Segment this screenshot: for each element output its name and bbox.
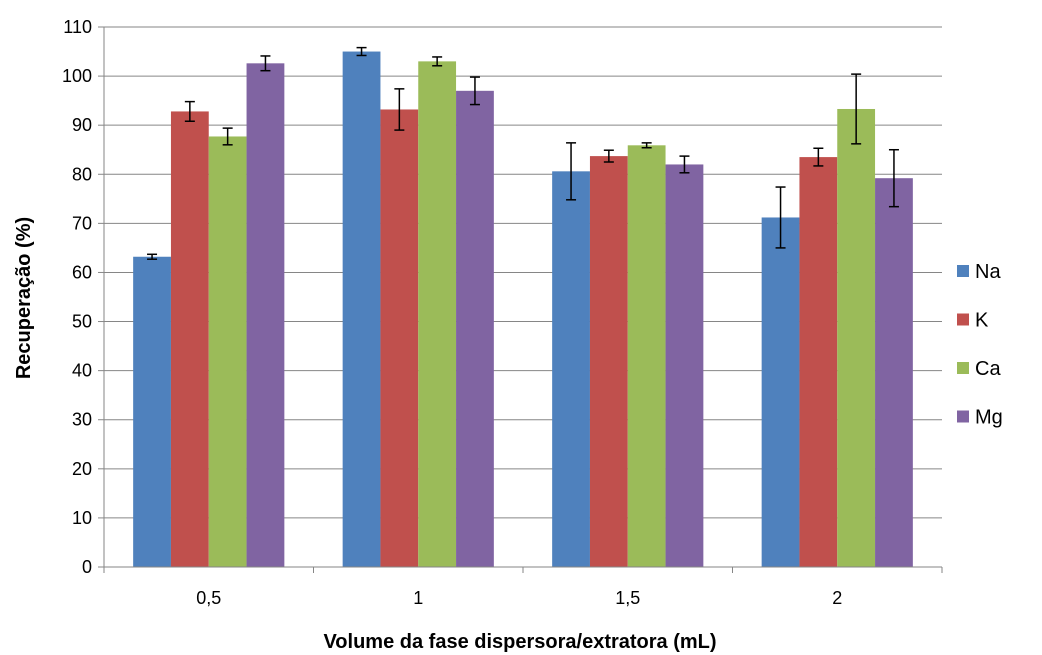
legend-item-ca: Ca [957,358,1001,380]
legend-swatch [957,265,969,277]
y-axis-title: Recuperação (%) [13,217,35,379]
error-bar [222,127,233,146]
y-tick-label: 0 [82,557,92,577]
x-tick-label: 0,5 [196,588,221,608]
y-tick-label: 40 [72,361,92,381]
legend-item-mg: Mg [957,407,1003,429]
y-tick-label: 90 [72,115,92,135]
legend-item-na: Na [957,261,1001,283]
y-tick-label: 100 [62,66,92,86]
legend: Na K Ca Mg [957,261,1003,429]
legend-swatch [957,313,969,326]
legend-label: K [975,310,989,332]
bar-ca-1 [418,61,457,567]
legend-item-k: K [957,310,989,332]
error-bar [356,46,367,57]
bar-na-3 [761,217,800,568]
legend-swatch [957,362,969,374]
error-bar [851,73,862,145]
bar-na-2 [552,171,590,567]
error-bar [260,55,271,72]
legend-label: Na [975,261,1001,283]
bars [133,51,913,568]
error-bar [147,253,158,260]
y-axis-ticks: 0 10 20 30 40 50 60 70 80 90 100 110 [62,17,104,577]
error-bar [888,148,899,208]
x-tick-label: 1 [413,588,423,608]
error-bar [184,100,195,123]
bar-k-2 [589,156,628,568]
legend-label: Ca [975,358,1001,380]
legend-swatch [957,410,969,423]
bar-k-0 [170,111,209,567]
error-bar [432,56,443,67]
x-tick-label: 1,5 [615,588,640,608]
error-bar [469,76,480,106]
error-bars [147,46,899,260]
y-tick-label: 20 [72,459,92,479]
bar-mg-2 [665,164,704,568]
x-tick-label: 2 [832,588,842,608]
y-tick-label: 10 [72,508,92,528]
legend-label: Mg [975,407,1003,429]
bar-ca-0 [208,136,247,568]
bar-mg-1 [456,90,494,568]
bar-ca-3 [837,108,876,568]
error-bar [394,88,405,131]
bar-ca-2 [627,145,666,568]
x-axis-ticks: 0,5 1 1,5 2 [103,567,943,608]
y-tick-label: 110 [63,17,92,37]
bar-na-0 [133,256,171,567]
bar-k-1 [380,109,419,568]
bar-na-1 [342,51,381,567]
error-bar [566,142,577,201]
y-tick-label: 50 [72,312,92,332]
y-tick-label: 60 [72,262,92,282]
y-tick-label: 80 [72,164,92,184]
bar-k-3 [799,157,838,567]
error-bar [641,142,652,149]
y-tick-label: 70 [72,213,92,233]
error-bar [679,155,690,174]
error-bar [603,149,614,163]
x-axis-title: Volume da fase dispersora/extratora (mL) [323,631,716,653]
bar-mg-3 [875,178,913,567]
y-tick-label: 30 [72,410,92,430]
bar-mg-0 [246,63,285,568]
error-bar [775,186,786,249]
error-bar [813,147,824,167]
